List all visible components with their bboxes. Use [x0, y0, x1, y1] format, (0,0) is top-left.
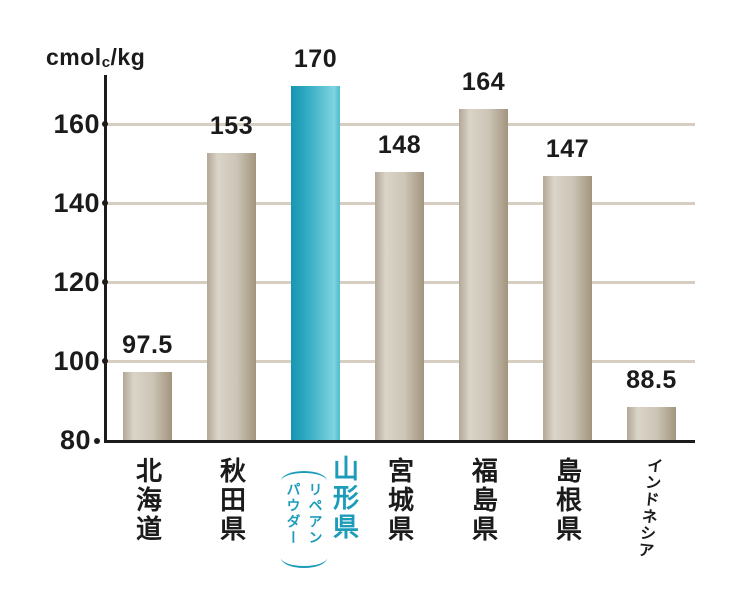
bar	[459, 109, 508, 441]
y-axis	[104, 75, 107, 443]
y-tick-label: 120	[53, 267, 100, 297]
unit-suffix: /kg	[110, 44, 146, 70]
bar	[543, 176, 592, 441]
category-label: 福島県	[468, 457, 499, 544]
bar	[207, 152, 256, 441]
bar-value-label: 153	[209, 111, 254, 140]
bar-value-label: 170	[293, 44, 338, 73]
bar	[375, 172, 424, 441]
category-label: 北海道	[132, 457, 163, 544]
unit-subscript: c	[101, 54, 111, 71]
annotation-text: リペアンパウダー	[285, 482, 324, 546]
bar	[627, 407, 676, 441]
bar-value-label: 147	[545, 135, 590, 164]
bar-highlighted	[291, 85, 340, 441]
bar-value-label: 164	[461, 68, 506, 97]
unit-prefix: cmol	[46, 44, 102, 70]
y-tick-label: 80	[59, 425, 91, 455]
x-axis	[104, 440, 695, 443]
gridline	[107, 122, 695, 126]
y-axis-unit-label: cmolc/kg	[46, 44, 145, 71]
annotation-paren-bottom	[280, 556, 327, 568]
annotation-paren-top	[280, 471, 327, 483]
bar	[123, 371, 172, 441]
highlight-annotation: リペアンパウダー	[280, 471, 328, 568]
y-tick-label: 100	[53, 346, 100, 376]
y-tick-label: 140	[53, 188, 100, 218]
tick-dot	[94, 438, 100, 444]
y-tick-label: 160	[53, 109, 100, 139]
category-label: インドネシア	[633, 456, 662, 560]
bar-value-label: 97.5	[122, 330, 173, 359]
bar-value-label: 88.5	[626, 366, 677, 395]
category-label: 島根県	[552, 457, 583, 544]
category-label: 秋田県	[216, 457, 247, 544]
category-label-highlighted: 山形県	[329, 455, 360, 542]
bar-value-label: 148	[377, 131, 422, 160]
category-label: 宮城県	[384, 457, 415, 544]
